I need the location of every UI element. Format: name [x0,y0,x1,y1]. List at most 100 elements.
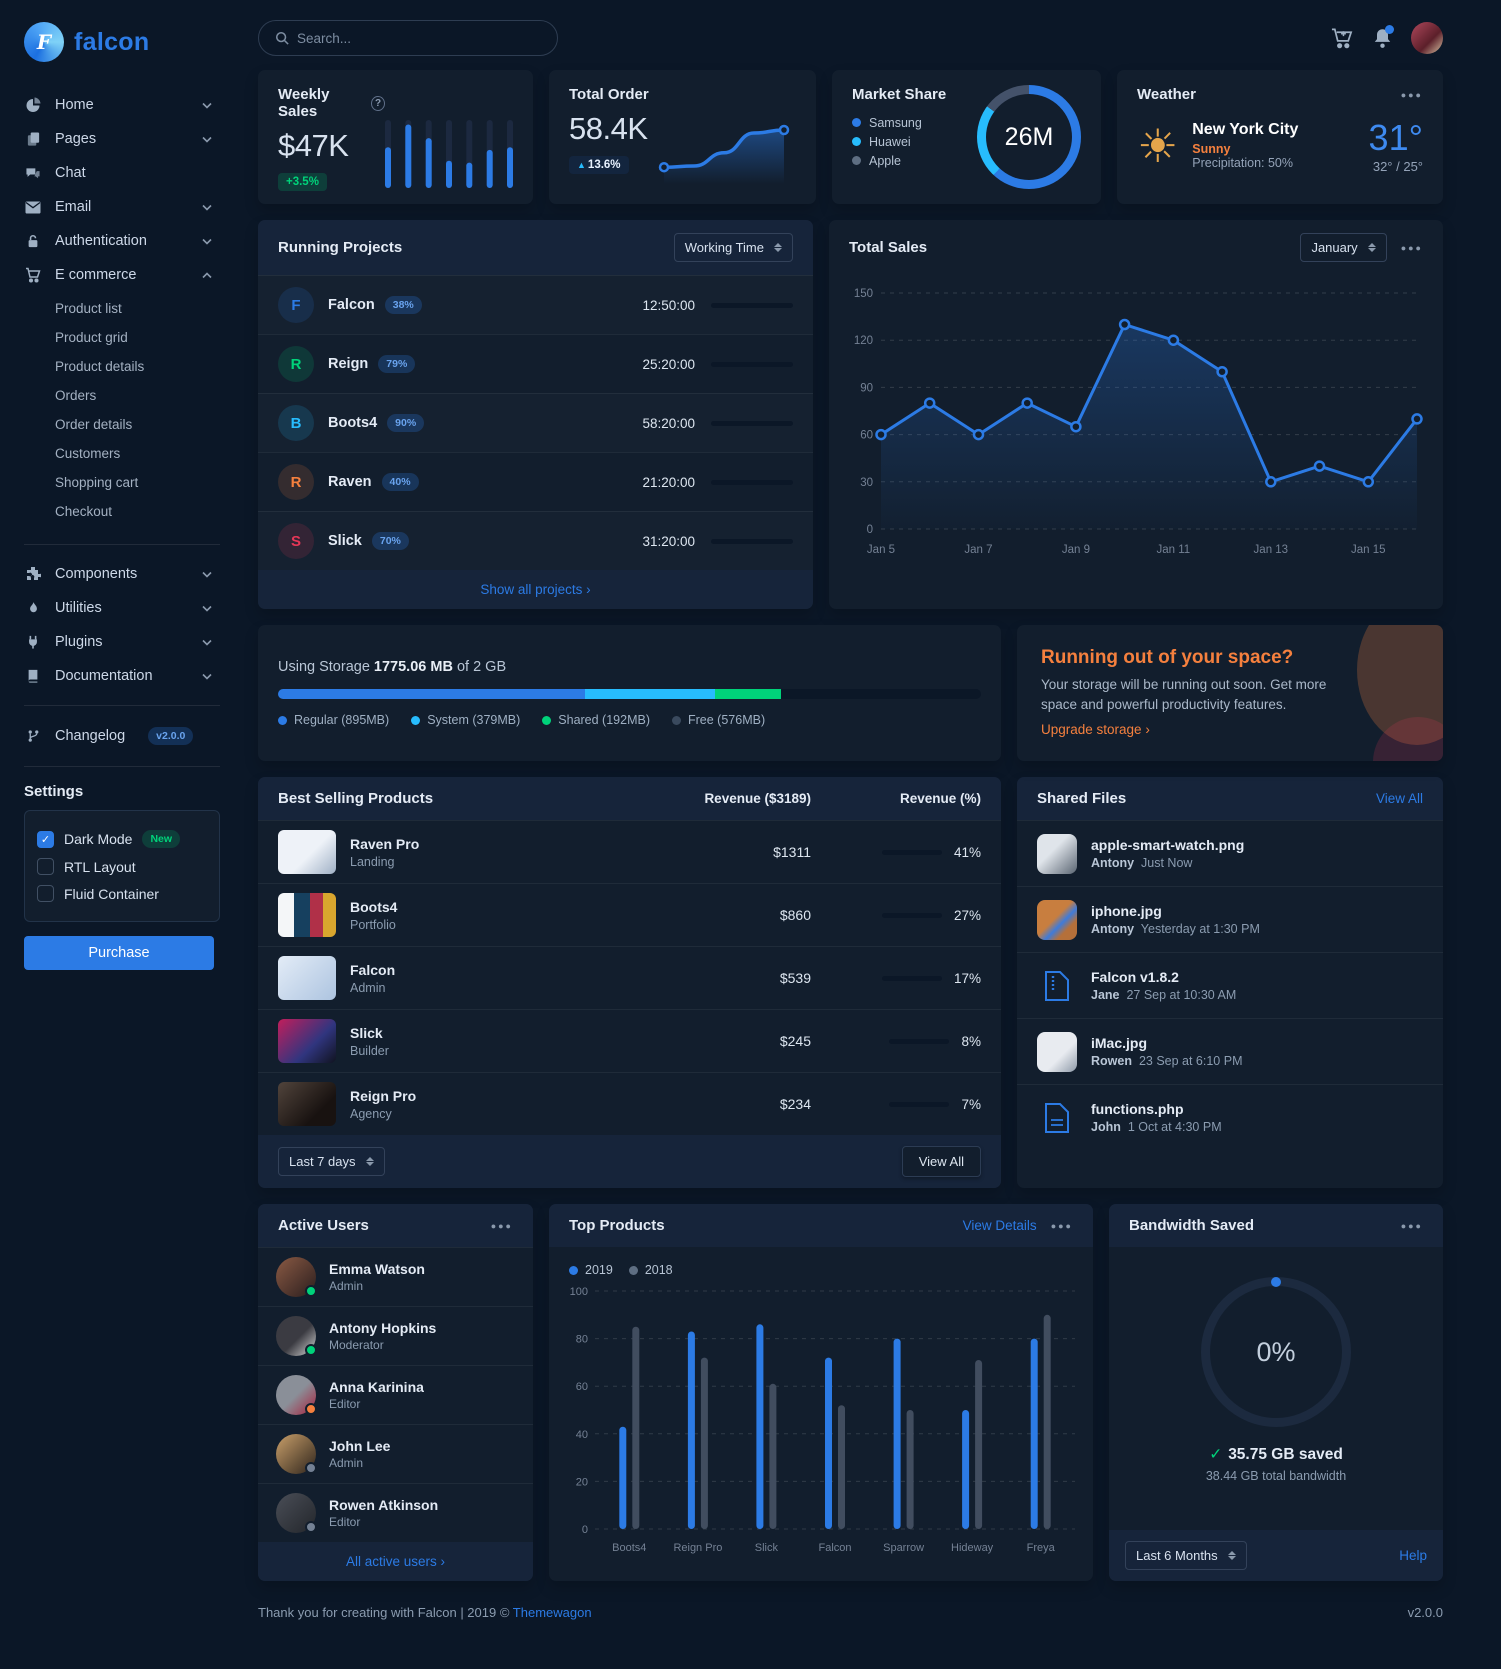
legend-label: Free (576MB) [688,713,766,727]
fluid-container-toggle[interactable]: Fluid Container [37,880,207,907]
sidebar-item-documentation[interactable]: Documentation [24,659,220,693]
market-share-center-value: 26M [1004,122,1054,151]
table-row[interactable]: Raven Pro Landing $1311 41% [258,820,1001,883]
user-name: Emma Watson [329,1261,425,1277]
project-row[interactable]: F Falcon 38% 12:50:00 [258,275,813,334]
ellipsis-menu-button[interactable]: ●●● [490,1220,513,1231]
notifications-bell-button[interactable] [1372,25,1394,49]
card-title: Weekly Sales [278,86,330,120]
project-row[interactable]: S Slick 70% 31:20:00 [258,511,813,570]
file-row[interactable]: iphone.jpg Antony Yesterday at 1:30 PM [1017,886,1443,952]
weekly-sales-value: $47K [278,128,349,163]
revenue-percent: 41% [953,844,981,860]
user-row[interactable]: Emma Watson Admin [258,1247,533,1306]
sidebar-item-utilities[interactable]: Utilities [24,591,220,625]
project-time: 31:20:00 [642,533,695,549]
search-input[interactable] [297,30,541,46]
product-revenue: $539 [779,970,811,986]
user-row[interactable]: Anna Karinina Editor [258,1365,533,1424]
sidebar-subitem-product-grid[interactable]: Product grid [55,330,128,345]
help-link[interactable]: Help [1399,1548,1427,1563]
sidebar-subitem-checkout[interactable]: Checkout [55,504,113,519]
user-row[interactable]: Antony Hopkins Moderator [258,1306,533,1365]
search-icon [275,31,289,45]
upgrade-storage-link[interactable]: Upgrade storage › [1041,722,1150,738]
storage-card: Using Storage 1775.06 MB of 2 GB Regular… [258,625,1001,761]
date-range-select[interactable]: Last 7 days [278,1147,385,1176]
brand-logo[interactable]: falcon [24,18,220,88]
projects-list: F Falcon 38% 12:50:00 R Reign 79% 25:20:… [258,275,813,570]
bandwidth-total-text: 38.44 GB total bandwidth [1205,1469,1347,1483]
product-name: Raven Pro [350,835,420,852]
sidebar-subitem-customers[interactable]: Customers [55,446,121,461]
sidebar-item-pages[interactable]: Pages [24,122,220,156]
sidebar-item-label: Changelog [55,728,126,744]
file-row[interactable]: Falcon v1.8.2 Jane 27 Sep at 10:30 AM [1017,952,1443,1018]
svg-text:Jan 11: Jan 11 [1157,544,1191,556]
file-thumbnail [1037,899,1077,940]
rtl-layout-toggle[interactable]: RTL Layout [37,853,207,880]
product-revenue: $245 [779,1033,811,1049]
working-time-select[interactable]: Working Time [673,233,793,262]
view-all-files-link[interactable]: View All [1375,791,1423,806]
user-avatar[interactable] [1411,22,1443,54]
product-thumbnail [278,956,336,1000]
sidebar-item-components[interactable]: Components [24,557,220,591]
table-row[interactable]: Boots4 Portfolio $860 27% [258,883,1001,946]
themewagon-link[interactable]: Themewagon [512,1605,592,1620]
project-row[interactable]: R Raven 40% 21:20:00 [258,452,813,511]
bandwidth-gauge-chart: 0% [1201,1277,1351,1427]
dark-mode-toggle[interactable]: ✓ Dark Mode New [37,825,207,853]
ellipsis-menu-button[interactable]: ●●● [1400,89,1423,100]
table-row[interactable]: Falcon Admin $539 17% [258,946,1001,1009]
sidebar-subitem-shopping-cart[interactable]: Shopping cart [55,475,139,490]
topbar [258,14,1443,62]
cart-button[interactable] [1331,27,1354,49]
help-icon[interactable]: ? [371,95,385,111]
month-select[interactable]: January [1300,233,1387,262]
purchase-button[interactable]: Purchase [24,936,214,970]
show-all-projects-link[interactable]: Show all projects › [258,570,813,609]
sidebar-item-ecommerce[interactable]: E commerce [24,258,220,292]
user-role: Moderator [329,1338,384,1352]
project-name: Reign [328,356,369,372]
sidebar-item-changelog[interactable]: Changelog v2.0.0 [24,718,220,754]
svg-text:20: 20 [576,1476,588,1488]
view-all-button[interactable]: View All [901,1146,981,1177]
sidebar-subitem-orders[interactable]: Orders [55,388,97,403]
weather-high-low: 32° / 25° [1372,159,1423,174]
file-name: iphone.jpg [1091,903,1162,919]
project-row[interactable]: R Reign 79% 25:20:00 [258,334,813,393]
sidebar-subitem-product-list[interactable]: Product list [55,301,122,316]
table-row[interactable]: Slick Builder $245 8% [258,1009,1001,1072]
period-select[interactable]: Last 6 Months [1125,1541,1247,1570]
legend-dot [411,715,421,725]
sidebar-item-home[interactable]: Home [24,88,220,122]
file-row[interactable]: apple-smart-watch.png Antony Just Now [1017,820,1443,886]
table-row[interactable]: Reign Pro Agency $234 7% [258,1072,1001,1135]
sidebar-item-plugins[interactable]: Plugins [24,625,220,659]
file-row[interactable]: functions.php John 1 Oct at 4:30 PM [1017,1084,1443,1150]
user-row[interactable]: John Lee Admin [258,1424,533,1483]
sidebar-item-label: Plugins [55,634,103,650]
sidebar-subitem-order-details[interactable]: Order details [55,417,133,432]
check-icon: ✓ [1209,1446,1223,1463]
project-name: Raven [328,474,372,490]
sidebar-item-chat[interactable]: Chat [24,156,220,190]
sidebar-item-label: Authentication [55,233,147,249]
ellipsis-menu-button[interactable]: ●●● [1400,242,1423,253]
ellipsis-menu-button[interactable]: ●●● [1050,1220,1073,1231]
all-active-users-link[interactable]: All active users › [258,1542,533,1581]
sidebar-item-email[interactable]: Email [24,190,220,224]
sidebar-item-authentication[interactable]: Authentication [24,224,220,258]
user-row[interactable]: Rowen Atkinson Editor [258,1483,533,1542]
sidebar-subitem-product-details[interactable]: Product details [55,359,145,374]
legend-dot [852,156,861,165]
chevron-down-icon [202,571,212,578]
card-title: Top Products [569,1217,665,1234]
sidebar-item-label: Home [55,97,94,113]
project-row[interactable]: B Boots4 90% 58:20:00 [258,393,813,452]
view-details-link[interactable]: View Details [962,1218,1037,1233]
file-row[interactable]: iMac.jpg Rowen 23 Sep at 6:10 PM [1017,1018,1443,1084]
ellipsis-menu-button[interactable]: ●●● [1400,1220,1423,1231]
